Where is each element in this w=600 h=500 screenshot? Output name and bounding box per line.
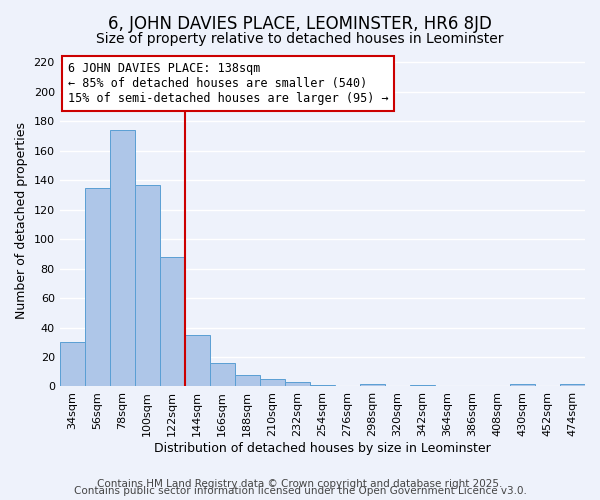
X-axis label: Distribution of detached houses by size in Leominster: Distribution of detached houses by size … (154, 442, 491, 455)
Text: Size of property relative to detached houses in Leominster: Size of property relative to detached ho… (96, 32, 504, 46)
Bar (310, 385, 335, 386)
Bar (360, 384, 385, 386)
Bar (410, 385, 435, 386)
Text: 6 JOHN DAVIES PLACE: 138sqm
← 85% of detached houses are smaller (540)
15% of se: 6 JOHN DAVIES PLACE: 138sqm ← 85% of det… (68, 62, 388, 104)
Bar (260, 379, 285, 386)
Text: 6, JOHN DAVIES PLACE, LEOMINSTER, HR6 8JD: 6, JOHN DAVIES PLACE, LEOMINSTER, HR6 8J… (108, 15, 492, 33)
Y-axis label: Number of detached properties: Number of detached properties (15, 122, 28, 319)
Bar (59, 342, 85, 386)
Bar (510, 384, 535, 386)
Bar (285, 382, 310, 386)
Text: Contains public sector information licensed under the Open Government Licence v3: Contains public sector information licen… (74, 486, 526, 496)
Bar (160, 257, 185, 386)
Bar (110, 130, 135, 386)
Bar (235, 374, 260, 386)
Bar (135, 184, 160, 386)
Bar (560, 384, 585, 386)
Bar (85, 188, 110, 386)
Bar (210, 363, 235, 386)
Text: Contains HM Land Registry data © Crown copyright and database right 2025.: Contains HM Land Registry data © Crown c… (97, 479, 503, 489)
Bar (185, 335, 210, 386)
